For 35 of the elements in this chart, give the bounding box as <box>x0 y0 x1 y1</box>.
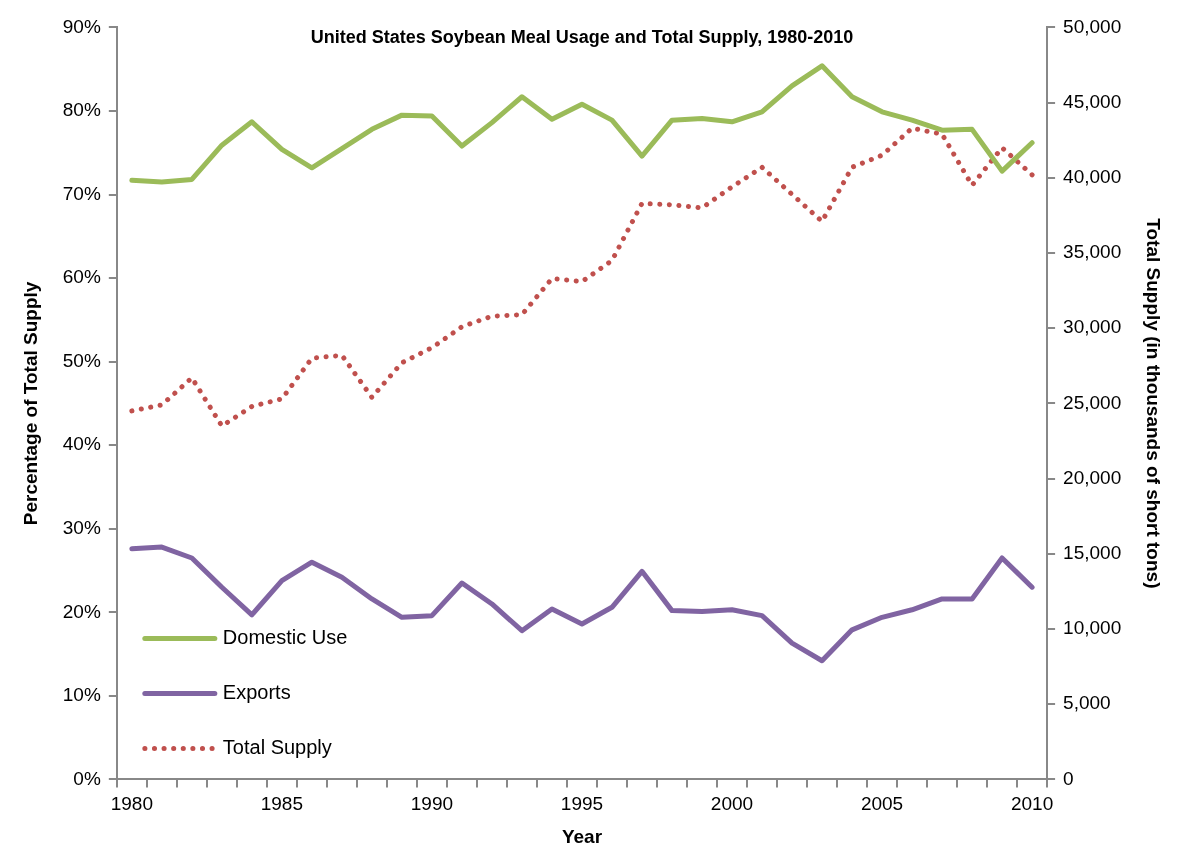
x-tick-label: 2005 <box>860 793 904 815</box>
chart-title: United States Soybean Meal Usage and Total Supply, 1980-2010 <box>310 27 854 48</box>
y-tick-label: 0% <box>73 767 101 789</box>
x-tick-label: 1980 <box>110 793 153 815</box>
y2-tick-label: 10,000 <box>1063 617 1122 639</box>
y-tick-label: 30% <box>62 516 101 538</box>
x-tick-label: 2000 <box>710 793 754 815</box>
legend-label: Domestic Use <box>222 625 348 648</box>
y2-tick-label: 20,000 <box>1063 466 1122 488</box>
y-tick-label: 50% <box>62 349 101 371</box>
y-tick-label: 70% <box>62 182 101 204</box>
y2-tick-label: 30,000 <box>1063 316 1122 338</box>
y2-tick-label: 45,000 <box>1063 90 1122 112</box>
y-tick-label: 20% <box>62 600 101 622</box>
y2-tick-label: 5,000 <box>1063 692 1111 714</box>
y-tick-label: 80% <box>62 99 101 121</box>
legend-label: Total Supply <box>222 735 332 758</box>
x-tick-label: 1995 <box>560 793 604 815</box>
x-tick-label: 1985 <box>260 793 304 815</box>
y-tick-label: 60% <box>62 266 101 288</box>
y2-tick-label: 15,000 <box>1063 542 1122 564</box>
y2-tick-label: 25,000 <box>1063 391 1122 413</box>
y2-tick-label: 40,000 <box>1063 166 1122 188</box>
legend-label: Exports <box>222 680 291 703</box>
x-tick-label: 2010 <box>1010 793 1054 815</box>
y-tick-label: 90% <box>62 15 101 37</box>
y2-tick-label: 50,000 <box>1063 15 1122 37</box>
y-tick-label: 10% <box>62 684 101 706</box>
y2-tick-label: 0 <box>1063 767 1074 789</box>
y-axis-title: Percentage of Total Supply <box>19 281 41 526</box>
y2-axis-title: Total Supply (in thousands of short tons) <box>1143 218 1165 589</box>
x-tick-label: 1990 <box>410 793 454 815</box>
y-tick-label: 40% <box>62 433 101 455</box>
x-axis-title: Year <box>561 825 603 847</box>
y2-tick-label: 35,000 <box>1063 241 1122 263</box>
